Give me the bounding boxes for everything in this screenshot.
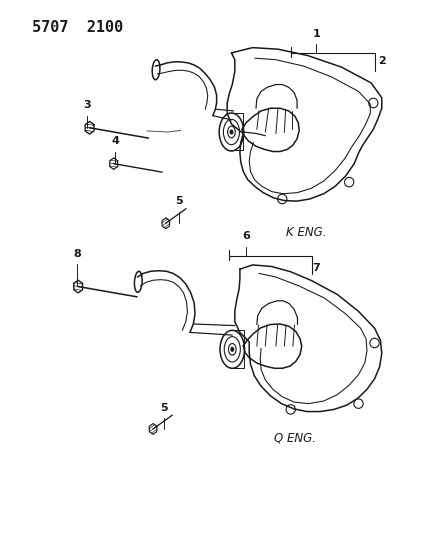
Text: Q ENG.: Q ENG. (274, 431, 316, 445)
Ellipse shape (231, 348, 233, 351)
Ellipse shape (230, 130, 233, 134)
Text: 2: 2 (378, 56, 386, 66)
Text: K ENG.: K ENG. (287, 225, 327, 239)
Text: 5: 5 (175, 196, 182, 206)
Text: 8: 8 (73, 248, 81, 259)
Text: 6: 6 (242, 231, 250, 241)
Text: 5707  2100: 5707 2100 (33, 20, 124, 35)
Text: 3: 3 (84, 100, 91, 110)
Text: 7: 7 (312, 263, 320, 273)
Text: 5: 5 (160, 403, 167, 413)
Text: 4: 4 (111, 136, 119, 146)
Text: 1: 1 (312, 29, 320, 39)
